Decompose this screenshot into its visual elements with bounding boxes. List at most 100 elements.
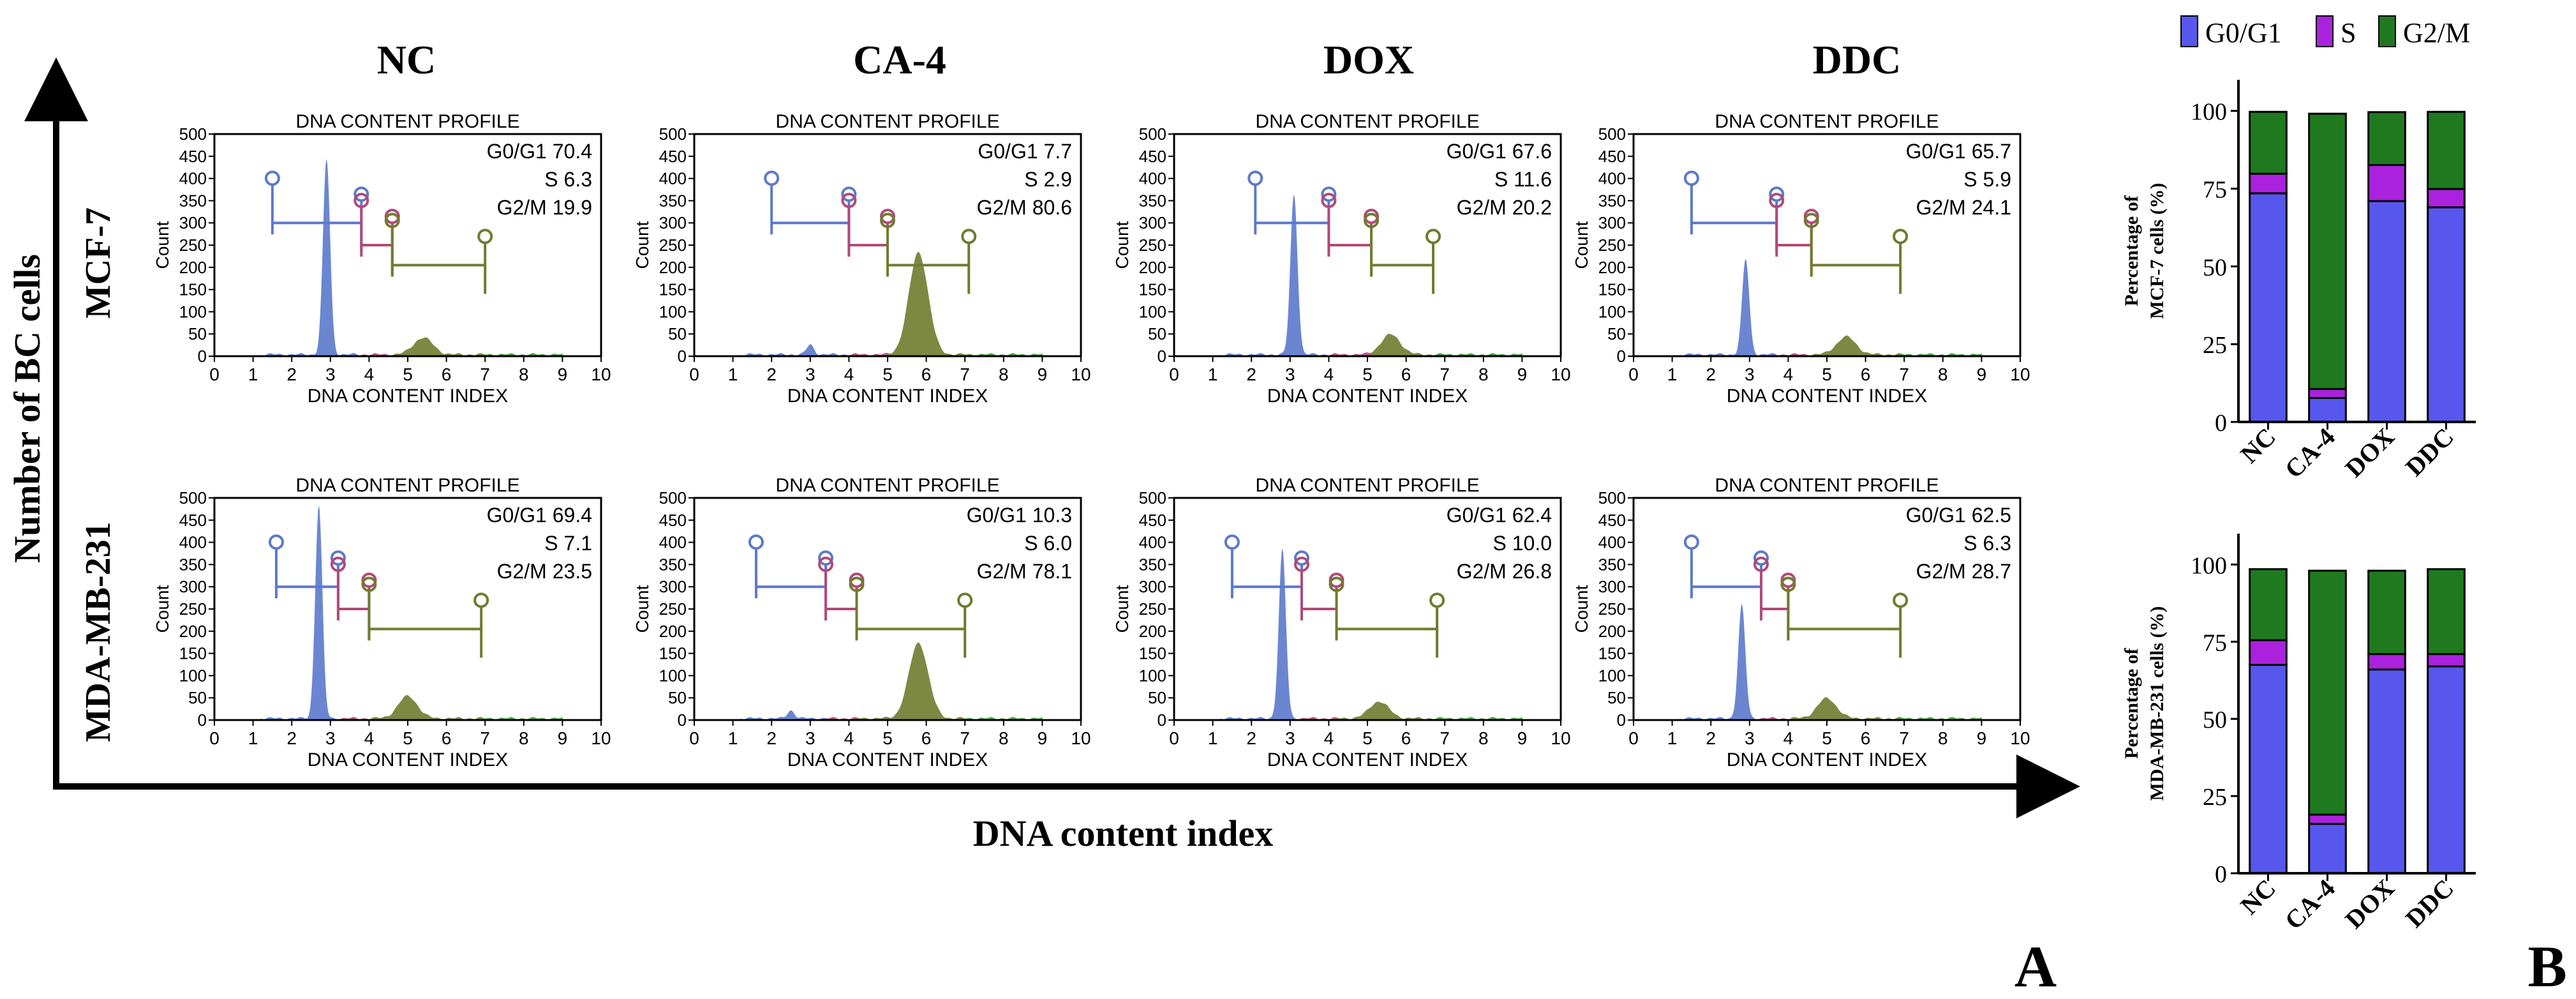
histogram-y-tick-label: 150 (659, 644, 687, 663)
histogram-stat-s: S 5.9 (1963, 168, 2011, 191)
gate-g2 (880, 213, 977, 294)
bar-category-label-ca-4: CA-4 (2279, 874, 2341, 935)
gate-left-handle (1683, 534, 1699, 550)
gate-right-handle (1753, 550, 1769, 566)
gate-left-handle (841, 193, 857, 208)
histogram-y-tick-label: 500 (179, 124, 207, 144)
histogram-x-tick-label: 5 (1822, 364, 1832, 384)
histogram-stat-g2-m: G2/M 28.7 (1916, 560, 2011, 583)
legend-swatch-s (2316, 15, 2334, 47)
histogram-region-g0g1 (249, 158, 362, 356)
gate-left-handle (880, 213, 895, 229)
histogram-y-tick-label: 300 (659, 577, 687, 596)
bar-segment-nc-s (2249, 639, 2288, 666)
cell-line-label-mcf7: MCF-7 (78, 207, 118, 319)
bar-y-label-line1: Percentage of (2121, 647, 2142, 759)
histogram-region-g0g1 (1668, 603, 1761, 720)
histogram-x-tick-label: 4 (1783, 728, 1794, 748)
histogram-y-tick-label: 200 (659, 622, 687, 641)
histogram-x-label: DNA CONTENT INDEX (308, 749, 509, 770)
histogram-stat-s: S 6.3 (544, 168, 592, 191)
bar-segment-ddc-g2-m (2427, 568, 2466, 656)
bar-segment-dox-g0-g1 (2367, 200, 2406, 423)
gate-s (841, 193, 895, 274)
bar-segment-dox-g2-m (2367, 569, 2406, 656)
histogram-y-tick-label: 100 (659, 666, 687, 685)
gate-right-handle (1321, 186, 1337, 202)
gate-g2 (1803, 213, 1909, 294)
histogram-x-tick-label: 10 (1071, 728, 1091, 748)
gate-left-handle (264, 170, 280, 186)
histogram-y-tick-label: 100 (179, 666, 207, 685)
histogram-x-tick-label: 5 (403, 364, 413, 384)
bar-segment-nc-g0-g1 (2249, 664, 2288, 875)
histogram-y-tick-label: 400 (659, 169, 687, 188)
histogram-y-tick-label: 250 (1139, 599, 1166, 619)
histogram-y-tick-label: 200 (1139, 622, 1166, 641)
histogram-y-label: Count (632, 585, 652, 633)
histogram-y-tick-label: 200 (179, 622, 207, 641)
histogram-y-tick-label: 0 (198, 347, 207, 366)
histogram-y-tick-label: 500 (659, 124, 687, 144)
histogram-stat-g0-g1: G0/G1 10.3 (967, 504, 1072, 527)
histogram-y-tick-label: 200 (1598, 258, 1626, 277)
gate-g2 (1329, 576, 1445, 658)
gate-right-handle (1293, 550, 1309, 566)
histogram-x-tick-label: 7 (480, 728, 490, 748)
histogram-stat-g0-g1: G0/G1 70.4 (487, 140, 592, 163)
bar-segment-dox-s (2367, 164, 2406, 202)
histogram-x-tick-label: 2 (1246, 728, 1256, 748)
histogram-stat-s: S 10.0 (1493, 532, 1552, 555)
histogram-title: DNA CONTENT PROFILE (775, 475, 999, 496)
histogram-x-tick-label: 5 (403, 728, 413, 748)
histogram-x-tick-label: 5 (1362, 364, 1373, 384)
histogram-y-tick-label: 250 (179, 599, 207, 619)
histogram-x-tick-label: 4 (364, 728, 375, 748)
histogram-y-tick-label: 400 (1139, 533, 1166, 552)
histogram-x-tick-label: 7 (1899, 364, 1909, 384)
histogram-y-tick-label: 450 (179, 511, 207, 530)
histogram-y-tick-label: 500 (1139, 124, 1166, 144)
histogram-region-g0g1 (729, 344, 849, 356)
histogram-y-tick-label: 50 (1148, 688, 1166, 707)
histogram-x-tick-label: 4 (364, 364, 375, 384)
histogram-x-tick-label: 4 (1324, 364, 1334, 384)
gate-left-handle (330, 557, 346, 572)
histogram-y-tick-label: 100 (1598, 302, 1626, 321)
histogram-region-g2m (1788, 697, 1901, 720)
histogram-region-g0g1 (249, 505, 338, 720)
bar-y-tick-label: 0 (2215, 861, 2227, 888)
gate-g2 (1780, 576, 1909, 658)
bar-segment-nc-g2-m (2249, 110, 2288, 175)
histogram-y-label: Count (1112, 221, 1132, 269)
histogram-x-tick-label: 0 (1628, 364, 1639, 384)
histogram-y-tick-label: 250 (179, 236, 207, 255)
histogram-x-tick-label: 9 (1038, 728, 1048, 748)
histogram-y-tick-label: 0 (1158, 347, 1166, 366)
histogram-stat-g0-g1: G0/G1 62.4 (1447, 504, 1552, 527)
histogram-y-tick-label: 50 (668, 324, 687, 343)
gate-g2 (1364, 213, 1441, 294)
histogram-x-label: DNA CONTENT INDEX (787, 749, 988, 770)
gate-g1 (1683, 534, 1769, 616)
histogram-y-tick-label: 500 (1139, 488, 1166, 507)
panel-a: Number of BC cells DNA content index NC … (6, 37, 2080, 999)
histogram-title: DNA CONTENT PROFILE (1715, 111, 1939, 132)
histogram-y-tick-label: 500 (1598, 488, 1626, 507)
histogram-x-tick-label: 1 (1208, 728, 1218, 748)
gate-left-handle (384, 213, 400, 229)
histogram-title: DNA CONTENT PROFILE (295, 475, 519, 496)
histogram-stat-g2-m: G2/M 78.1 (977, 560, 1072, 583)
histogram-y-tick-label: 500 (1598, 124, 1626, 144)
histogram-y-tick-label: 250 (1598, 236, 1626, 255)
histogram-x-tick-label: 3 (1285, 728, 1295, 748)
histogram-x-tick-label: 5 (1822, 728, 1832, 748)
histogram-stat-g0-g1: G0/G1 69.4 (487, 504, 592, 527)
histogram-x-tick-label: 1 (728, 364, 738, 384)
gate-left-handle (1364, 213, 1380, 229)
